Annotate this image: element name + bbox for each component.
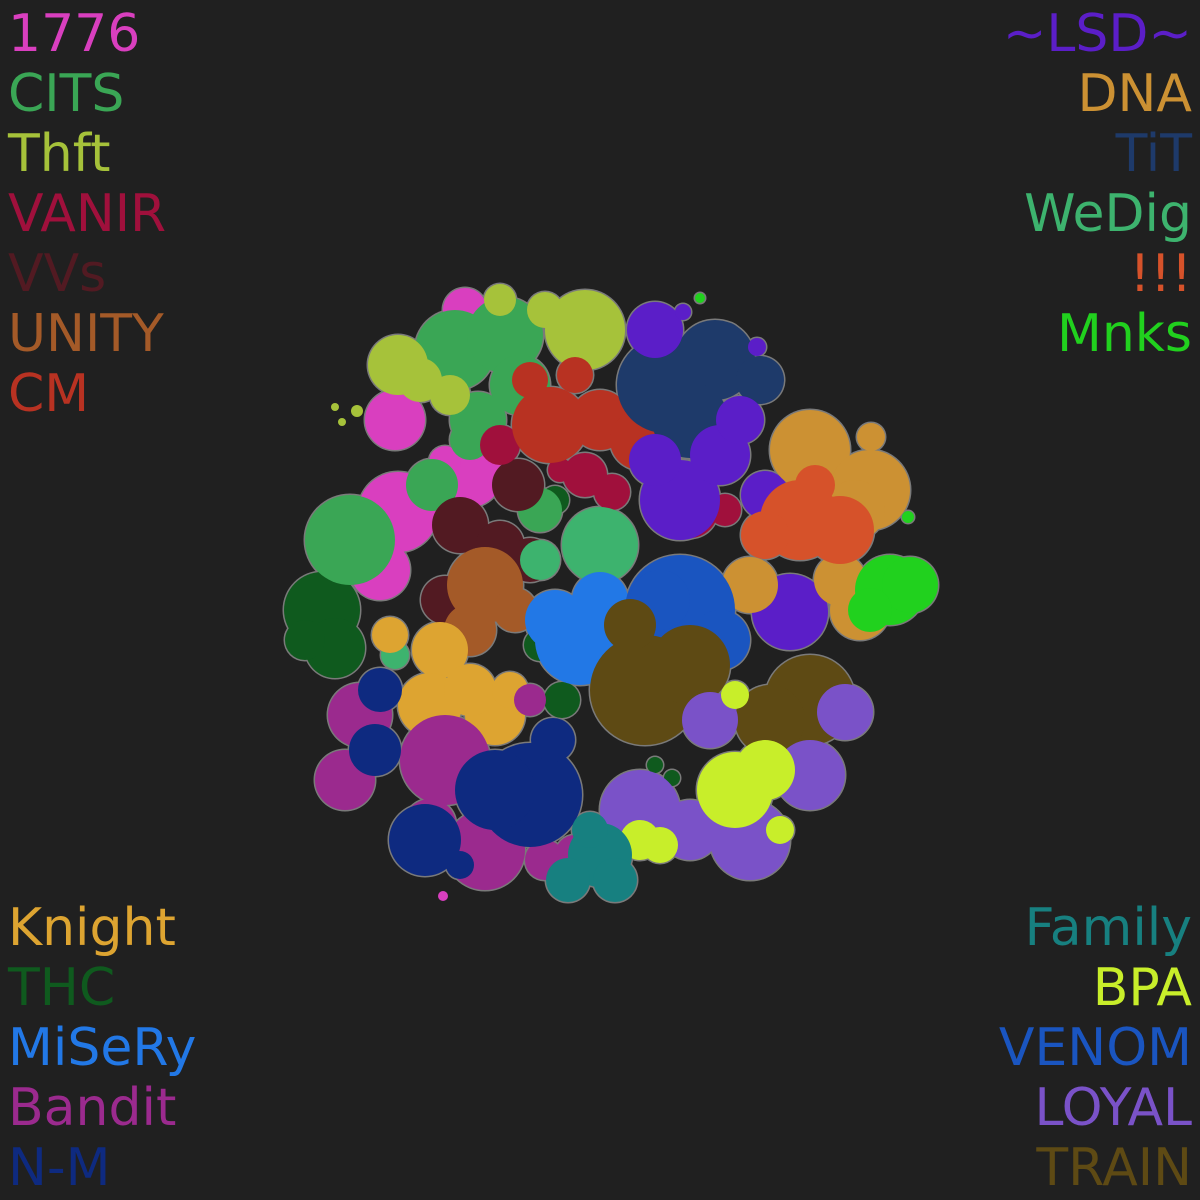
legend-entry: TRAIN xyxy=(1036,1138,1192,1198)
legend-entry: CM xyxy=(8,364,90,424)
legend-entry: VVs xyxy=(8,244,107,304)
legend-entry: VANIR xyxy=(8,184,167,244)
legend-entry: Knight xyxy=(8,898,176,958)
legend-entry: MiSeRy xyxy=(8,1018,197,1078)
territory-mnks xyxy=(695,293,938,632)
legend-top-left: 1776 CITS Thft VANIR VVs UNITY CM xyxy=(8,4,166,424)
territory-dot xyxy=(438,891,448,901)
legend-entry: Thft xyxy=(8,124,111,184)
legend-entry: LOYAL xyxy=(1034,1078,1192,1138)
legend-entry: BPA xyxy=(1092,958,1192,1018)
territory-thc xyxy=(284,486,680,786)
territory-thft xyxy=(368,284,625,415)
legend-entry: VENOM xyxy=(998,1018,1192,1078)
legend-bottom-left: Knight THC MiSeRy Bandit N-M xyxy=(8,898,196,1198)
legend-entry: UNITY xyxy=(8,304,164,364)
territory-loyal xyxy=(600,684,873,880)
territory-bpa xyxy=(620,681,795,863)
territory-dna xyxy=(722,410,910,640)
territory-dot xyxy=(331,403,339,411)
territory-dot xyxy=(338,418,346,426)
legend-entry: TiT xyxy=(1115,124,1192,184)
territory-train xyxy=(590,599,855,783)
territory-family xyxy=(546,812,637,902)
legend-entry: !!! xyxy=(1129,244,1192,304)
territory-tit xyxy=(617,320,784,458)
legend-entry: DNA xyxy=(1077,64,1192,124)
territory-nm xyxy=(349,668,582,879)
legend-entry: WeDig xyxy=(1024,184,1192,244)
territory-dot xyxy=(351,405,363,417)
territory-lsd xyxy=(627,302,828,650)
legend-bottom-right: Family BPA VENOM LOYAL TRAIN xyxy=(999,898,1192,1198)
legend-entry: ~LSD~ xyxy=(1002,4,1192,64)
legend-entry: Family xyxy=(1024,898,1192,958)
legend-top-right: ~LSD~ DNA TiT WeDig !!! Mnks xyxy=(1003,4,1192,364)
legend-entry: N-M xyxy=(8,1138,111,1198)
legend-entry: Bandit xyxy=(8,1078,177,1138)
territory-cm xyxy=(512,357,670,470)
territory- xyxy=(741,465,874,564)
legend-entry: Mnks xyxy=(1056,304,1192,364)
legend-entry: THC xyxy=(8,958,116,1018)
legend-entry: 1776 xyxy=(8,4,141,64)
legend-entry: CITS xyxy=(8,64,125,124)
